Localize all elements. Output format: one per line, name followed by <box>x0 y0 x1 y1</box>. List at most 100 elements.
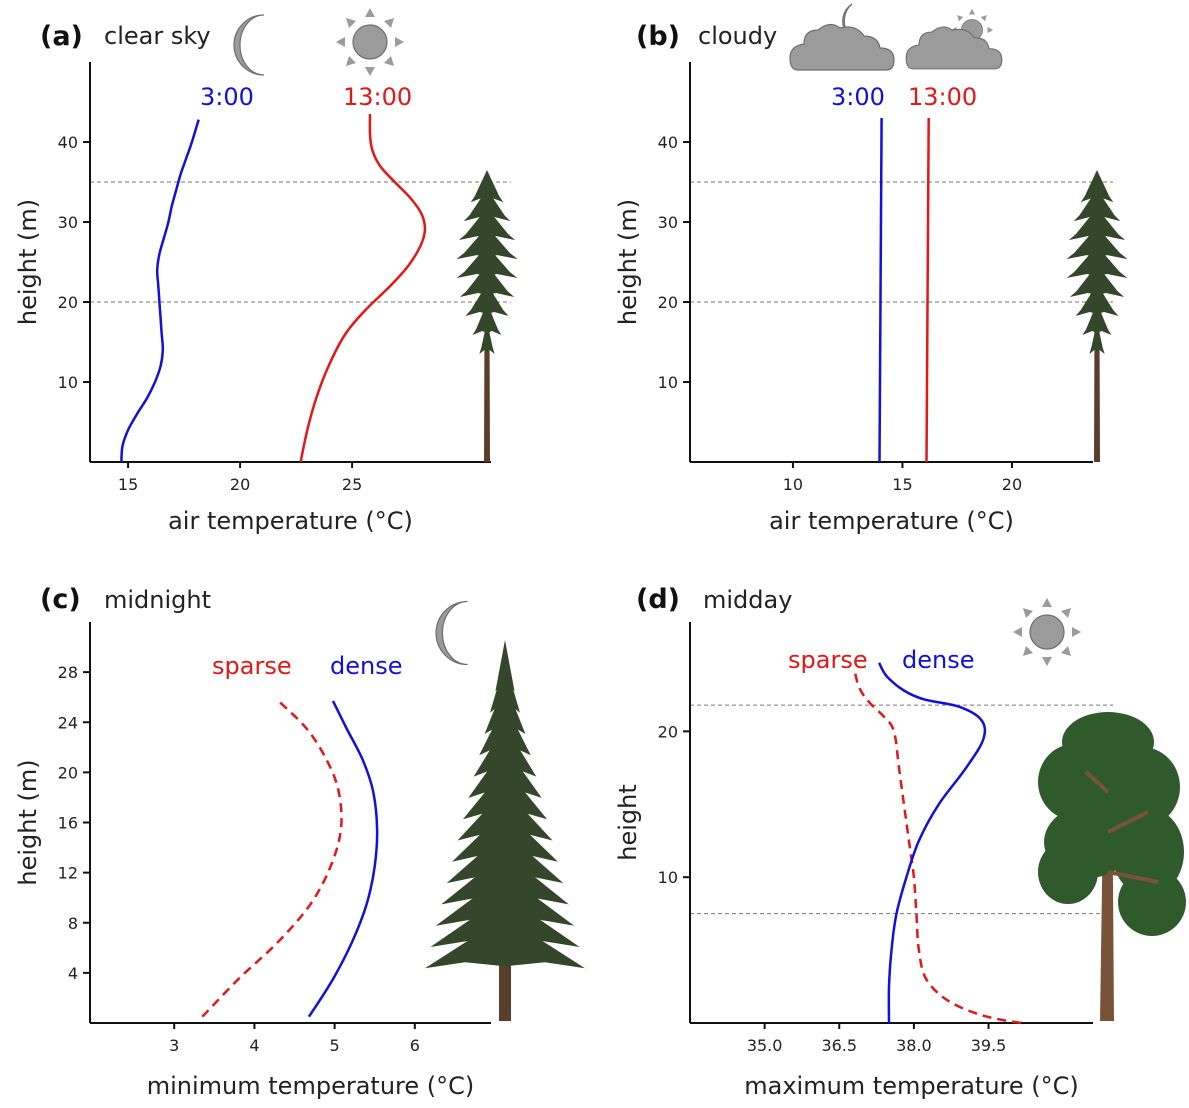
panel-title: clear sky <box>104 22 211 50</box>
series-line-sparse <box>852 668 1022 1025</box>
cloud-icon <box>905 26 1003 70</box>
sun-icon <box>335 7 405 77</box>
moon-icon-graphic <box>435 600 469 666</box>
x-tick-label: 38.0 <box>896 1036 932 1055</box>
panel-title: cloudy <box>698 22 777 50</box>
y-axis-label: height (m) <box>14 759 42 885</box>
panel-letter: (c) <box>40 584 81 615</box>
tree-foliage <box>458 208 516 241</box>
series-line-dense <box>307 700 379 1018</box>
tree-foliage <box>459 264 515 297</box>
series-line-300 <box>120 119 200 463</box>
tree-foliage <box>1080 170 1114 203</box>
x-tick-label: 15 <box>118 475 138 494</box>
series-label: 13:00 <box>908 83 977 111</box>
series-label: dense <box>902 646 974 674</box>
tree-foliage <box>425 916 585 969</box>
tree-foliage <box>1073 189 1121 222</box>
tree-foliage <box>472 302 502 335</box>
tree-crown <box>1118 868 1186 936</box>
x-tick-label: 20 <box>1002 475 1022 494</box>
y-axis-label: height (m) <box>614 199 642 325</box>
tree-trunk <box>499 961 511 1021</box>
panel-letter: (d) <box>636 584 680 615</box>
y-tick-label: 20 <box>58 763 78 782</box>
sun-icon-graphic <box>1012 597 1082 667</box>
y-tick-label: 20 <box>658 293 678 312</box>
tree-crown <box>1038 840 1098 904</box>
tree-foliage <box>463 189 511 222</box>
tree-foliage <box>1068 208 1126 241</box>
series-line-1300 <box>925 117 930 463</box>
x-tick-label: 39.5 <box>971 1036 1007 1055</box>
panel-c: 3 4 5 6 4 8 12 16 20 24 28 (c) midnight minimum tempe… <box>14 584 585 1100</box>
y-tick-label: 10 <box>658 868 678 887</box>
x-tick-label: 6 <box>410 1036 420 1055</box>
moon-icon-graphic <box>233 14 265 76</box>
tree-branch <box>1084 770 1110 794</box>
spruce-tree <box>425 640 585 1021</box>
x-axis-label: maximum temperature (°C) <box>744 1072 1079 1100</box>
y-tick-label: 12 <box>58 864 78 883</box>
tree-foliage <box>1089 321 1105 354</box>
series-label: 13:00 <box>343 83 412 111</box>
tree-foliage <box>1075 283 1119 316</box>
y-tick-label: 8 <box>68 914 78 933</box>
x-tick-label: 25 <box>342 475 362 494</box>
panel-d: 35.0 36.5 38.0 39.5 10 20 (d) midday maximum tem… <box>614 584 1186 1100</box>
tree-foliage <box>456 245 518 278</box>
y-tick-label: 10 <box>58 373 78 392</box>
x-tick-label: 20 <box>230 475 250 494</box>
panel-title: midday <box>703 586 792 614</box>
moon-icon <box>233 14 265 76</box>
y-tick-label: 20 <box>58 293 78 312</box>
series-label: dense <box>330 652 402 680</box>
panel-title: midnight <box>104 586 211 614</box>
x-tick-label: 15 <box>892 475 912 494</box>
series-line-300 <box>878 117 883 463</box>
x-tick-label: 10 <box>783 475 803 494</box>
panel-letter: (a) <box>40 21 83 52</box>
pine-tree <box>1038 712 1186 1021</box>
tree-foliage <box>1069 264 1125 297</box>
y-tick-label: 40 <box>658 133 678 152</box>
y-tick-label: 30 <box>58 213 78 232</box>
series-label: sparse <box>788 646 868 674</box>
y-tick-label: 20 <box>658 722 678 741</box>
y-tick-label: 40 <box>58 133 78 152</box>
y-tick-label: 4 <box>68 964 78 983</box>
x-tick-label: 5 <box>330 1036 340 1055</box>
tree-foliage <box>479 321 495 354</box>
x-axis-label: minimum temperature (°C) <box>147 1072 475 1100</box>
y-tick-label: 30 <box>658 213 678 232</box>
x-tick-label: 35.0 <box>747 1036 783 1055</box>
tree-foliage <box>1066 245 1128 278</box>
moon-icon <box>435 600 469 666</box>
series-line-sparse <box>201 700 343 1018</box>
panel-a: 15 20 25 10 20 30 40 (a) clear sky air temperatur… <box>14 7 518 535</box>
series-label: 3:00 <box>831 83 885 111</box>
panel-letter: (b) <box>636 21 680 52</box>
x-tick-label: 4 <box>249 1036 259 1055</box>
tree-foliage <box>1082 302 1112 335</box>
conifer-tree <box>456 170 518 462</box>
tree-branch <box>1107 810 1149 834</box>
panel-b: 10 15 20 10 20 30 40 (b) cloudy air temperature (… <box>614 3 1128 535</box>
y-axis-label: height (m) <box>14 199 42 325</box>
tree-foliage <box>470 170 504 203</box>
series-label: 3:00 <box>200 83 254 111</box>
tree-crown <box>1078 772 1158 852</box>
y-tick-label: 24 <box>58 713 78 732</box>
x-tick-label: 36.5 <box>821 1036 857 1055</box>
series-line-1300 <box>299 113 427 463</box>
series-line-dense <box>877 662 987 1024</box>
y-axis-label: height <box>614 784 642 861</box>
tree-foliage <box>465 283 509 316</box>
series-label: sparse <box>212 652 292 680</box>
cloud-icon <box>789 23 895 71</box>
tree-foliage <box>1066 226 1128 260</box>
y-tick-label: 16 <box>58 814 78 833</box>
conifer-tree <box>1066 170 1128 462</box>
sun-icon <box>1012 597 1082 667</box>
